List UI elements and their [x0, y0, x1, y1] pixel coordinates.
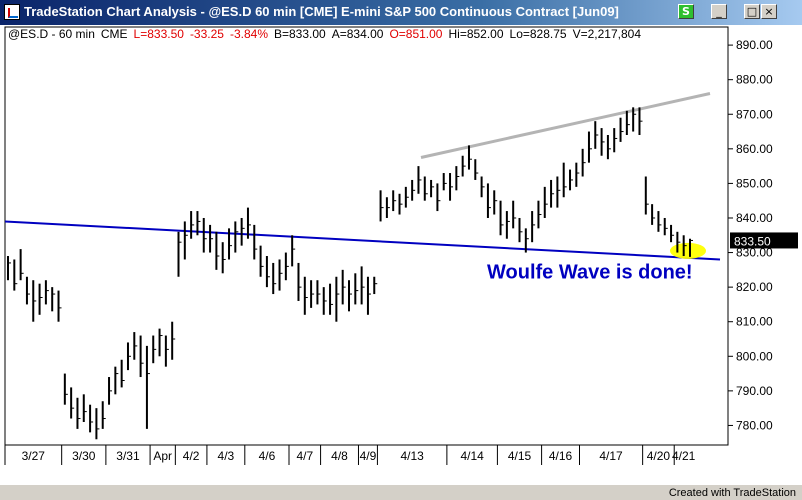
x-tick-label: 4/6	[259, 449, 276, 463]
support-line	[4, 220, 721, 261]
tradestation-logo-icon	[4, 4, 20, 20]
x-tick-label: Apr	[153, 449, 172, 463]
net-change: -33.25	[189, 27, 224, 41]
annotation-text: Woulfe Wave is done!	[487, 261, 693, 283]
y-tick-label: 840.00	[736, 211, 773, 225]
credit-text: Created with TradeStation	[668, 487, 796, 499]
x-tick-label: 4/7	[296, 449, 313, 463]
x-tick-label: 4/8	[331, 449, 348, 463]
x-tick-label: 4/15	[508, 449, 532, 463]
x-tick-label: 4/13	[400, 449, 424, 463]
plot-frame	[4, 26, 729, 446]
x-tick-label: 4/16	[549, 449, 573, 463]
status-button[interactable]: S	[678, 4, 694, 19]
percent-change: -3.84%	[229, 27, 268, 41]
minimize-button[interactable]: _	[711, 4, 727, 19]
bid-price: B=833.00	[274, 27, 326, 41]
x-tick-label: 4/2	[183, 449, 200, 463]
x-tick-label: 3/27	[22, 449, 46, 463]
last-price: L=833.50	[133, 27, 184, 41]
x-tick-label: 4/9	[360, 449, 377, 463]
y-tick-label: 850.00	[736, 176, 773, 190]
y-tick-label: 800.00	[736, 349, 773, 363]
restore-button[interactable]: □	[744, 4, 760, 19]
x-tick-label: 3/31	[116, 449, 140, 463]
close-button[interactable]: ×	[761, 4, 777, 19]
last-price-marker	[730, 232, 798, 249]
x-tick-label: 3/30	[72, 449, 96, 463]
chart-window: TradeStation Chart Analysis - @ES.D 60 m…	[0, 0, 802, 485]
open-price: O=851.00	[389, 27, 443, 41]
x-tick-label: 4/17	[599, 449, 623, 463]
exchange-label: CME	[100, 27, 128, 41]
target-highlight	[670, 242, 706, 259]
high-price: Hi=852.00	[448, 27, 504, 41]
y-tick-label: 830.00	[736, 246, 773, 260]
last-price-label: 833.50	[734, 234, 771, 248]
x-tick-label: 4/21	[672, 449, 696, 463]
volume: V=2,217,804	[572, 27, 641, 41]
y-tick-label: 820.00	[736, 280, 773, 294]
y-tick-label: 890.00	[736, 38, 773, 52]
symbol-label: @ES.D - 60 min	[8, 27, 95, 41]
x-tick-label: 4/14	[460, 449, 484, 463]
x-tick-label: 4/20	[647, 449, 671, 463]
y-tick-label: 870.00	[736, 107, 773, 121]
y-tick-label: 880.00	[736, 73, 773, 87]
title-bar[interactable]: TradeStation Chart Analysis - @ES.D 60 m…	[0, 0, 802, 25]
symbol-info-bar: @ES.D - 60 min CME L=833.50 -33.25 -3.84% B=8…	[8, 27, 647, 41]
window-title: TradeStation Chart Analysis - @ES.D 60 m…	[24, 4, 619, 19]
y-tick-label: 860.00	[736, 142, 773, 156]
low-price: Lo=828.75	[509, 27, 567, 41]
x-tick-label: 4/3	[218, 449, 235, 463]
y-tick-label: 780.00	[736, 418, 773, 432]
ask-price: A=834.00	[331, 27, 384, 41]
y-tick-label: 790.00	[736, 384, 773, 398]
price-chart[interactable]: 3/27 3/30 3/31 Apr 4/2 4/3 4/6 4/7 4/8 4/9 4/13 4/1…	[0, 25, 802, 485]
y-tick-label: 810.00	[736, 315, 773, 329]
